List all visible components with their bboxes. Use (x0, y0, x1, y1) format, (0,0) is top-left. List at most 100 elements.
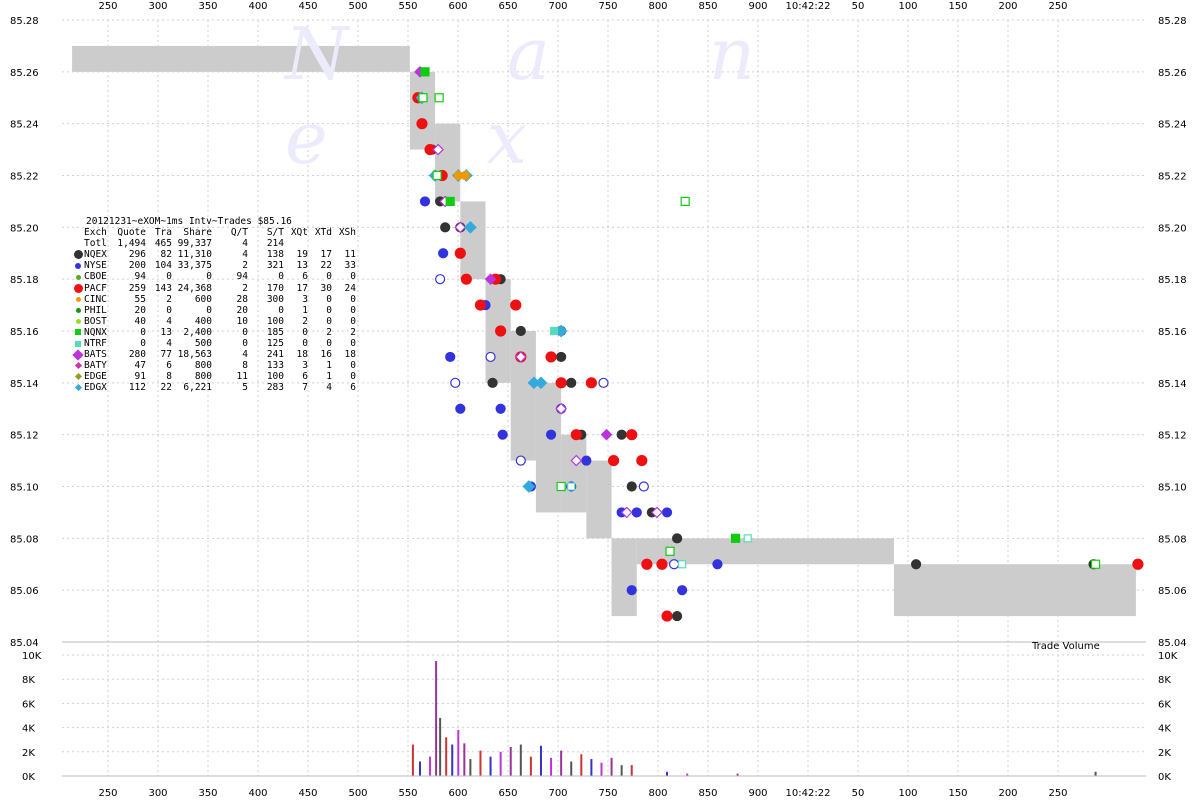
stats-row-baty: BATY 47 6 800 8 133 3 1 0 (72, 360, 356, 371)
stats-cell: 1 (326, 371, 332, 383)
trade-marker-pacf (626, 429, 638, 441)
stats-cell: 6,221 (183, 382, 212, 394)
stats-cell: 3 (302, 360, 308, 372)
stats-cell: 0 (166, 304, 172, 316)
stats-cell: 0 (350, 304, 356, 316)
price-label-right: 85.28 (1158, 16, 1187, 27)
stats-cell: 0 (140, 338, 146, 350)
stats-cell: 18 (296, 349, 308, 361)
price-label-right: 85.18 (1158, 275, 1187, 286)
volume-bar (630, 765, 633, 776)
stats-cell: NQNX (84, 326, 107, 338)
stats-cell: 4 (242, 238, 248, 250)
volume-bar (580, 754, 583, 776)
trade-marker-nyse (435, 274, 446, 285)
trade-marker-nyse (626, 585, 637, 596)
trade-marker-nyse (661, 507, 673, 518)
volume-bar (439, 717, 442, 776)
stats-cell: 296 (128, 249, 146, 261)
stats-title: 20121231~eXOM~1ms Intv~Trades $85.16 (86, 216, 292, 227)
trade-marker-pacf (661, 610, 673, 622)
price-label-left: 85.18 (10, 275, 39, 286)
volume-bar (620, 765, 623, 776)
legend-marker-icon (72, 360, 84, 371)
trade-marker-nyse (668, 559, 680, 570)
quote-band (510, 331, 536, 461)
stats-cell: 91 (134, 371, 146, 383)
stats-cell: 0 (326, 293, 332, 305)
stats-cell: 0 (140, 326, 146, 338)
stats-row-cinc: CINC 55 2 600 28 300 3 0 0 (72, 294, 356, 305)
trade-marker-nqnx (1090, 559, 1101, 569)
top-tick-label: 150 (948, 1, 967, 12)
legend-marker-icon (72, 260, 84, 271)
price-label-right: 85.14 (1158, 379, 1187, 390)
price-label-left: 85.20 (10, 223, 39, 234)
volume-bar (429, 756, 432, 776)
trade-marker-bats (432, 143, 444, 156)
stats-cell: 0 (350, 271, 356, 283)
trade-marker-nqex (626, 481, 637, 492)
stats-cell: 30 (320, 282, 332, 294)
stats-cell: 6 (302, 271, 308, 283)
stats-cell: 1 (326, 360, 332, 372)
price-label-left: 85.28 (10, 16, 39, 27)
stats-cell: CINC (84, 293, 107, 305)
legend-marker-icon (72, 227, 84, 238)
bottom-tick-label: 400 (248, 788, 267, 799)
trade-marker-nyse (450, 377, 461, 388)
volume-bar (686, 773, 689, 776)
volume-bar (451, 744, 454, 776)
trade-marker-nqnx (556, 481, 566, 492)
top-tick-label: 50 (852, 1, 865, 12)
stats-cell: 0 (166, 271, 172, 283)
legend-marker-icon (72, 294, 84, 305)
legend-marker-icon (72, 283, 84, 294)
stats-cell: 17 (320, 249, 332, 261)
volume-bar (463, 743, 466, 776)
stats-cell: 321 (266, 260, 284, 272)
bottom-tick-label: 600 (448, 788, 467, 799)
legend-marker-icon (72, 249, 84, 260)
stats-cell: 600 (194, 293, 212, 305)
stats-cell: 6 (302, 371, 308, 383)
stats-cell: 8 (166, 371, 172, 383)
trade-marker-nqex (440, 222, 451, 233)
legend-marker-icon (72, 271, 84, 282)
stats-cell: 241 (266, 349, 284, 361)
volume-bar (519, 744, 522, 776)
stats-cell: 8 (242, 360, 248, 372)
stats-cell: 94 (134, 271, 146, 283)
trade-marker-nyse (598, 377, 609, 388)
volume-bar (469, 759, 472, 776)
stats-cell: 11 (236, 371, 248, 383)
trade-marker-nqex (556, 351, 567, 363)
top-tick-label: 750 (598, 1, 617, 12)
volume-bar (550, 757, 553, 776)
trade-marker-nyse (438, 248, 449, 259)
stats-cell: 0 (350, 338, 356, 350)
stats-row-edge: EDGE 91 8 800 11 100 6 1 0 (72, 371, 356, 382)
watermark: N a n e x (285, 12, 824, 180)
stats-cell: Quote (117, 227, 146, 239)
volume-label-left: 6K (22, 699, 35, 710)
bottom-tick-label: 800 (648, 788, 667, 799)
stats-cell: PHIL (84, 304, 107, 316)
top-tick-label: 650 (498, 1, 517, 12)
stats-cell: 0 (326, 338, 332, 350)
volume-bar (457, 730, 460, 776)
stats-cell: EDGE (84, 371, 107, 383)
stats-cell: 4 (166, 315, 172, 327)
trade-marker-pacf (545, 351, 557, 363)
stats-cell: 800 (194, 371, 212, 383)
stats-cell: 125 (266, 338, 284, 350)
trade-marker-nyse (419, 196, 431, 207)
volume-bar (489, 756, 492, 776)
top-tick-label: 10:42:22 (786, 1, 831, 12)
volume-label-right: 2K (1158, 748, 1171, 759)
trade-marker-nyse (638, 481, 649, 492)
volume-label-left: 4K (22, 724, 35, 735)
stats-row-nqnx: NQNX 0 13 2,400 0 185 0 2 2 (72, 327, 356, 338)
trade-marker-pacf (585, 377, 597, 389)
